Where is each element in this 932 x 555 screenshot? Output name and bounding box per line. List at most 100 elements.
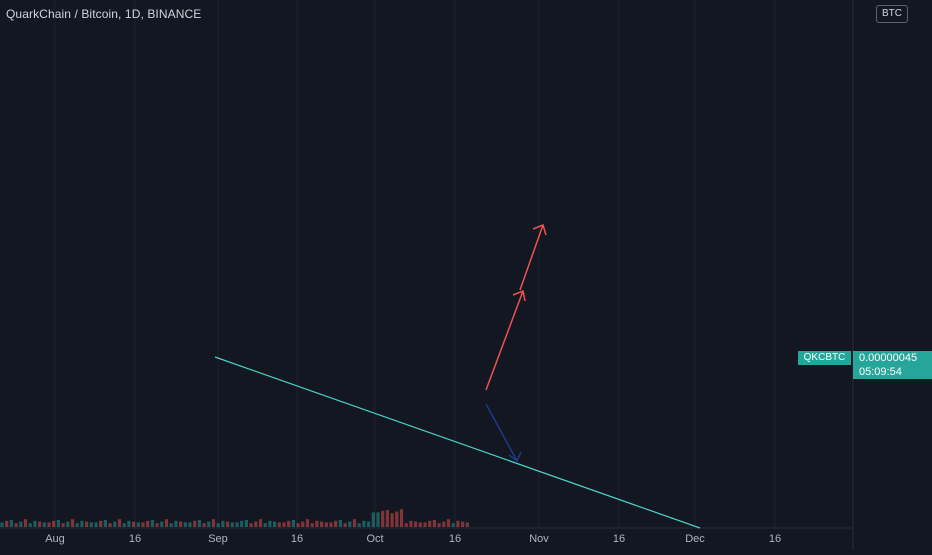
currency-badge[interactable]: BTC (876, 5, 908, 23)
volume-bar (385, 510, 389, 527)
volume-bar (465, 522, 469, 527)
volume-bar (202, 523, 206, 527)
volume-bar (56, 520, 60, 527)
volume-bar (334, 520, 338, 527)
volume-bar (146, 520, 150, 527)
last-price-tag: 0.00000045 05:09:54 (853, 351, 932, 379)
volume-bar (70, 519, 75, 527)
volume-bar (197, 520, 201, 527)
trendline (214, 356, 701, 529)
volume-bar (160, 521, 164, 527)
volume-bar (282, 522, 286, 527)
volume-bar (338, 520, 342, 527)
volume-bar (305, 519, 310, 527)
last-price: 0.00000045 (859, 352, 918, 364)
volume-bar (103, 520, 107, 527)
volume-bar (226, 521, 230, 527)
volume-bar (254, 521, 258, 527)
volume-bar (188, 522, 192, 527)
volume-bar (183, 522, 187, 527)
volume-bar (240, 520, 244, 527)
volume-bar (395, 511, 399, 527)
volume-bar (409, 520, 413, 527)
volume-bar (376, 512, 380, 527)
volume-bars (0, 509, 469, 527)
x-tick-label: 16 (291, 533, 303, 545)
volume-bar (52, 520, 56, 527)
volume-bar (390, 513, 394, 527)
x-tick-label: Sep (208, 533, 228, 545)
volume-bar (122, 523, 126, 527)
volume-bar (461, 521, 465, 527)
volume-bar (324, 522, 328, 527)
volume-bar (414, 521, 418, 527)
volume-bar (320, 521, 324, 527)
volume-bar (423, 522, 427, 527)
volume-bar (193, 520, 197, 527)
volume-bar (352, 519, 357, 527)
volume-bar (371, 512, 375, 527)
x-tick-label: Nov (529, 533, 549, 545)
volume-bar (80, 520, 84, 527)
volume-bar (38, 521, 42, 527)
volume-bar (301, 521, 305, 527)
volume-bar (456, 520, 460, 527)
volume-bar (357, 523, 361, 527)
volume-bar (127, 520, 131, 527)
volume-bar (141, 522, 145, 527)
volume-bar (230, 522, 234, 527)
volume-bar (437, 523, 441, 527)
volume-bar (216, 523, 220, 527)
arrow-up-1-head (512, 289, 526, 302)
volume-bar (5, 520, 9, 527)
drawings (214, 223, 701, 529)
volume-bar (19, 521, 23, 527)
volume-bar (263, 523, 267, 527)
volume-bar (273, 521, 277, 527)
volume-bar (0, 522, 4, 527)
volume-bar (136, 522, 140, 527)
volume-bar (179, 521, 183, 527)
volume-bar (268, 520, 272, 527)
volume-bar (442, 521, 446, 527)
symbol-tag: QKCBTC (798, 351, 851, 365)
volume-bar (404, 523, 408, 527)
volume-bar (174, 520, 178, 527)
volume-bar (14, 523, 18, 527)
arrow-up-1 (485, 290, 524, 391)
volume-bar (23, 519, 28, 527)
volume-bar (89, 522, 93, 527)
volume-bar (343, 523, 347, 527)
volume-bar (61, 523, 65, 527)
volume-bar (221, 520, 225, 527)
volume-bar (348, 521, 352, 527)
volume-bar (249, 523, 253, 527)
arrow-up-2 (519, 224, 544, 291)
volume-bar (446, 519, 451, 527)
volume-bar (99, 520, 103, 527)
volume-bar (150, 520, 154, 527)
volume-bar (296, 523, 300, 527)
volume-bar (66, 521, 70, 527)
x-tick-label: Aug (45, 533, 65, 545)
volume-bar (381, 510, 385, 527)
volume-bar (47, 522, 51, 527)
volume-bar (33, 520, 37, 527)
x-tick-label: 16 (769, 533, 781, 545)
volume-bar (418, 522, 422, 527)
volume-bar (258, 519, 263, 527)
axes (0, 0, 854, 550)
volume-bar (291, 520, 295, 527)
volume-bar (113, 521, 117, 527)
x-tick-label: Dec (685, 533, 705, 545)
bar-countdown: 05:09:54 (859, 366, 902, 378)
axis-labels: 0.000000950.000000900.000000850.00000080… (45, 533, 781, 545)
arrow-up-2-head (532, 223, 547, 236)
volume-bar (94, 522, 98, 527)
x-tick-label: Oct (366, 533, 383, 545)
volume-bar (9, 520, 13, 527)
volume-bar (75, 523, 79, 527)
volume-bar (169, 523, 173, 527)
